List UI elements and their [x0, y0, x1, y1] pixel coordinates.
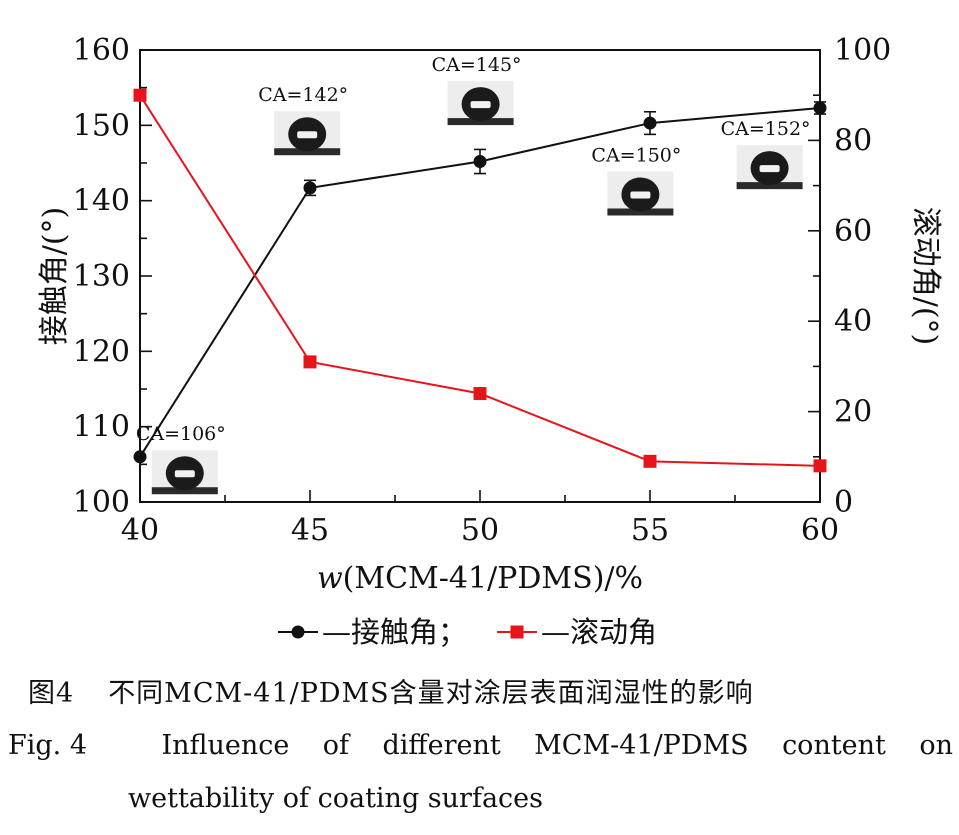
caption-en-label: Fig. 4 [8, 730, 87, 761]
data-point [643, 454, 657, 468]
ca-annotation: CA=142° [258, 84, 348, 106]
droplet-substrate [151, 487, 218, 495]
y-right-tick-label: 100 [834, 33, 891, 68]
x-tick-label: 60 [801, 513, 839, 548]
y-left-tick-label: 160 [73, 33, 130, 68]
legend-entry: —滚动角 [497, 615, 657, 649]
legend-marker [510, 625, 524, 639]
data-point [813, 101, 827, 115]
data-point [133, 88, 147, 102]
x-tick-label: 45 [291, 513, 329, 548]
y-left-tick-label: 140 [73, 184, 130, 219]
caption-en-word: of [322, 730, 350, 761]
y-right-tick-label: 60 [834, 214, 872, 249]
axis-labels: w(MCM-41/PDMS)/% 接触角/(°) 滚动角/(°) [37, 207, 943, 596]
caption-cn-text: 不同MCM-41/PDMS含量对涂层表面润湿性的影响 [108, 678, 754, 709]
caption-en-word: Influence [161, 730, 290, 761]
data-point [303, 181, 317, 195]
droplet-substrate [447, 118, 514, 126]
data-point [303, 355, 317, 369]
droplet-photo [274, 111, 341, 156]
droplet-substrate [274, 148, 341, 156]
data-point [473, 387, 487, 401]
series-layer [133, 88, 827, 473]
dual-axis-line-chart: 40 45 50 55 60 100 110 120 130 140 150 160 0 20 40 60 80… [37, 33, 943, 649]
caption-en-word: content [782, 730, 886, 761]
legend-marker [291, 625, 305, 639]
droplet-photo [447, 81, 514, 126]
x-tick-label: 50 [461, 513, 499, 548]
legend-entry: —接触角； [278, 615, 467, 649]
caption-chinese: 图4 不同MCM-41/PDMS含量对涂层表面润湿性的影响 [28, 671, 754, 710]
data-point [643, 116, 657, 130]
y-left-tick-label: 120 [73, 334, 130, 369]
ca-annotation: CA=150° [591, 144, 681, 166]
caption-cn-label: 图4 [28, 678, 75, 709]
y-left-tick-label: 100 [73, 485, 130, 520]
droplet-images: CA=106°CA=142°CA=145°CA=150°CA=152° [136, 54, 811, 495]
droplet-highlight [297, 131, 318, 139]
y-right-axis-label: 滚动角/(°) [908, 207, 943, 346]
y-left-axis-label: 接触角/(°) [37, 207, 72, 346]
y-left-tick-label: 110 [73, 410, 130, 445]
ca-annotation: CA=145° [432, 54, 522, 76]
y-right-tick-label: 0 [834, 485, 853, 520]
x-tick-label: 40 [121, 513, 159, 548]
caption-en-word: on [919, 730, 953, 761]
droplet-photo [151, 450, 218, 495]
caption-english-line-1: Fig. 4 Influence of different MCM-41/PDM… [8, 730, 953, 761]
y-right-tick-label: 80 [834, 123, 872, 158]
legend-label: —滚动角 [541, 615, 657, 649]
legend: —接触角； —滚动角 [278, 615, 657, 649]
ca-annotation: CA=152° [721, 118, 811, 140]
caption-en-word: MCM-41/PDMS [534, 730, 749, 761]
data-point [473, 154, 487, 168]
droplet-highlight [630, 191, 651, 199]
y-right-tick-label: 40 [834, 304, 872, 339]
series-rolling-angle [133, 88, 827, 473]
droplet-highlight [470, 101, 491, 109]
data-point [813, 459, 827, 473]
y-right-tick-label: 20 [834, 395, 872, 430]
x-axis-label: w(MCM-41/PDMS)/% [317, 561, 643, 596]
y-left-tick-label: 130 [73, 259, 130, 294]
caption-english-line-2: wettability of coating surfaces [128, 783, 544, 814]
x-tick-label: 55 [631, 513, 669, 548]
legend-label: —接触角； [322, 615, 467, 649]
droplet-photo [607, 171, 674, 216]
droplet-photo [736, 145, 803, 190]
droplet-highlight [759, 165, 780, 173]
axes-frame: 40 45 50 55 60 100 110 120 130 140 150 160 0 20 40 60 80… [73, 33, 892, 548]
y-left-tick-label: 150 [73, 108, 130, 143]
droplet-substrate [736, 182, 803, 190]
caption-en-word: different [382, 730, 501, 761]
series-contact-angle [133, 101, 827, 464]
data-point [133, 450, 147, 464]
droplet-substrate [607, 208, 674, 216]
droplet-highlight [174, 470, 195, 478]
